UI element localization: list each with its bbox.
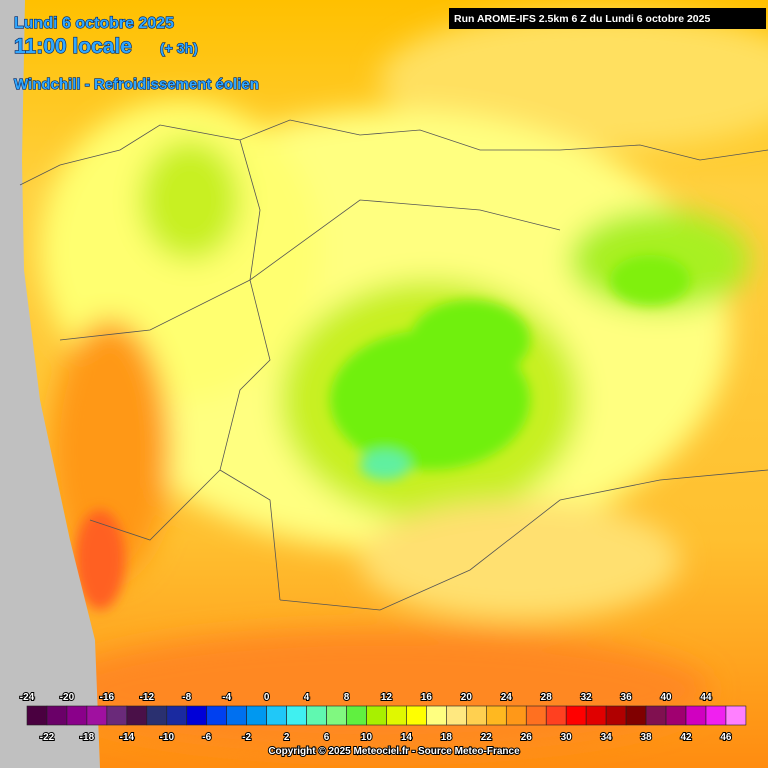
legend-label: 42 bbox=[680, 732, 692, 743]
legend-swatch bbox=[306, 705, 327, 726]
legend-label: 40 bbox=[660, 692, 672, 703]
legend-swatch bbox=[46, 705, 68, 726]
legend-label: -18 bbox=[80, 732, 95, 743]
legend-label: 0 bbox=[264, 692, 270, 703]
legend-label: 18 bbox=[441, 732, 453, 743]
legend-swatch bbox=[186, 705, 208, 726]
legend-swatch bbox=[685, 705, 707, 726]
legend-label: 4 bbox=[304, 692, 310, 703]
legend-swatch bbox=[386, 705, 407, 726]
legend-swatch bbox=[86, 705, 108, 726]
legend-label: -24 bbox=[20, 692, 35, 703]
legend-swatch bbox=[226, 705, 247, 726]
legend-label: 46 bbox=[720, 732, 732, 743]
legend-label: 38 bbox=[641, 732, 653, 743]
legend-label: 32 bbox=[581, 692, 593, 703]
legend-swatch bbox=[266, 705, 287, 726]
legend-swatch bbox=[206, 705, 227, 726]
legend-swatch bbox=[126, 705, 148, 726]
legend-swatch bbox=[106, 705, 128, 726]
legend-swatch bbox=[665, 705, 687, 726]
legend-swatch bbox=[525, 705, 547, 726]
legend-swatch bbox=[446, 705, 467, 726]
run-info: Run AROME-IFS 2.5km 6 Z du Lundi 6 octob… bbox=[454, 13, 710, 25]
legend-label: 10 bbox=[361, 732, 373, 743]
legend-label: 24 bbox=[501, 692, 513, 703]
legend-swatch bbox=[146, 705, 168, 726]
legend-label: -6 bbox=[202, 732, 211, 743]
legend-swatch bbox=[406, 705, 427, 726]
legend-swatch bbox=[286, 705, 307, 726]
legend-label: 16 bbox=[421, 692, 433, 703]
legend-swatch bbox=[625, 705, 647, 726]
legend-label: -10 bbox=[160, 732, 175, 743]
legend-label: -8 bbox=[182, 692, 191, 703]
legend-swatch bbox=[585, 705, 607, 726]
legend-label: 12 bbox=[381, 692, 393, 703]
legend-swatch bbox=[26, 705, 48, 726]
legend-swatch bbox=[326, 705, 347, 726]
legend-swatch bbox=[565, 705, 587, 726]
lead-time: (+ 3h) bbox=[160, 40, 198, 56]
legend-label: -22 bbox=[40, 732, 55, 743]
legend-label: 8 bbox=[344, 692, 350, 703]
legend-label: -12 bbox=[140, 692, 155, 703]
legend-swatch bbox=[645, 705, 667, 726]
legend-label: 26 bbox=[521, 732, 533, 743]
legend-label: 20 bbox=[461, 692, 473, 703]
legend-swatch bbox=[346, 705, 367, 726]
legend-label: 14 bbox=[401, 732, 413, 743]
legend-swatch bbox=[66, 705, 88, 726]
legend-label: -2 bbox=[242, 732, 251, 743]
legend-label: 36 bbox=[621, 692, 633, 703]
legend-label: -4 bbox=[222, 692, 231, 703]
legend-label: 2 bbox=[284, 732, 290, 743]
legend-swatch bbox=[466, 705, 487, 726]
legend: -24-22-20-18-16-14-12-10-8-6-4-202468101… bbox=[19, 691, 747, 744]
legend-swatch bbox=[246, 705, 267, 726]
legend-label: 44 bbox=[700, 692, 712, 703]
legend-label: 6 bbox=[324, 732, 330, 743]
legend-swatch bbox=[705, 705, 727, 726]
date: Lundi 6 octobre 2025 bbox=[14, 15, 174, 32]
valid-time: 11:00 locale bbox=[14, 35, 132, 58]
legend-swatch bbox=[486, 705, 507, 726]
copyright: Copyright © 2025 Meteociel.fr - Source M… bbox=[268, 746, 520, 757]
legend-swatch bbox=[725, 705, 747, 726]
legend-label: -20 bbox=[60, 692, 75, 703]
legend-swatch bbox=[545, 705, 567, 726]
legend-label: 30 bbox=[561, 732, 573, 743]
legend-label: 28 bbox=[541, 692, 553, 703]
legend-swatch bbox=[505, 705, 527, 726]
legend-label: -14 bbox=[120, 732, 135, 743]
parameter: Windchill - Refroidissement éolien bbox=[14, 76, 259, 93]
run-box bbox=[449, 8, 766, 29]
legend-label: -16 bbox=[100, 692, 115, 703]
legend-label: 34 bbox=[601, 732, 613, 743]
legend-label: 22 bbox=[481, 732, 493, 743]
legend-swatch bbox=[166, 705, 188, 726]
legend-swatch bbox=[366, 705, 387, 726]
legend-swatch bbox=[426, 705, 447, 726]
legend-swatch bbox=[605, 705, 627, 726]
